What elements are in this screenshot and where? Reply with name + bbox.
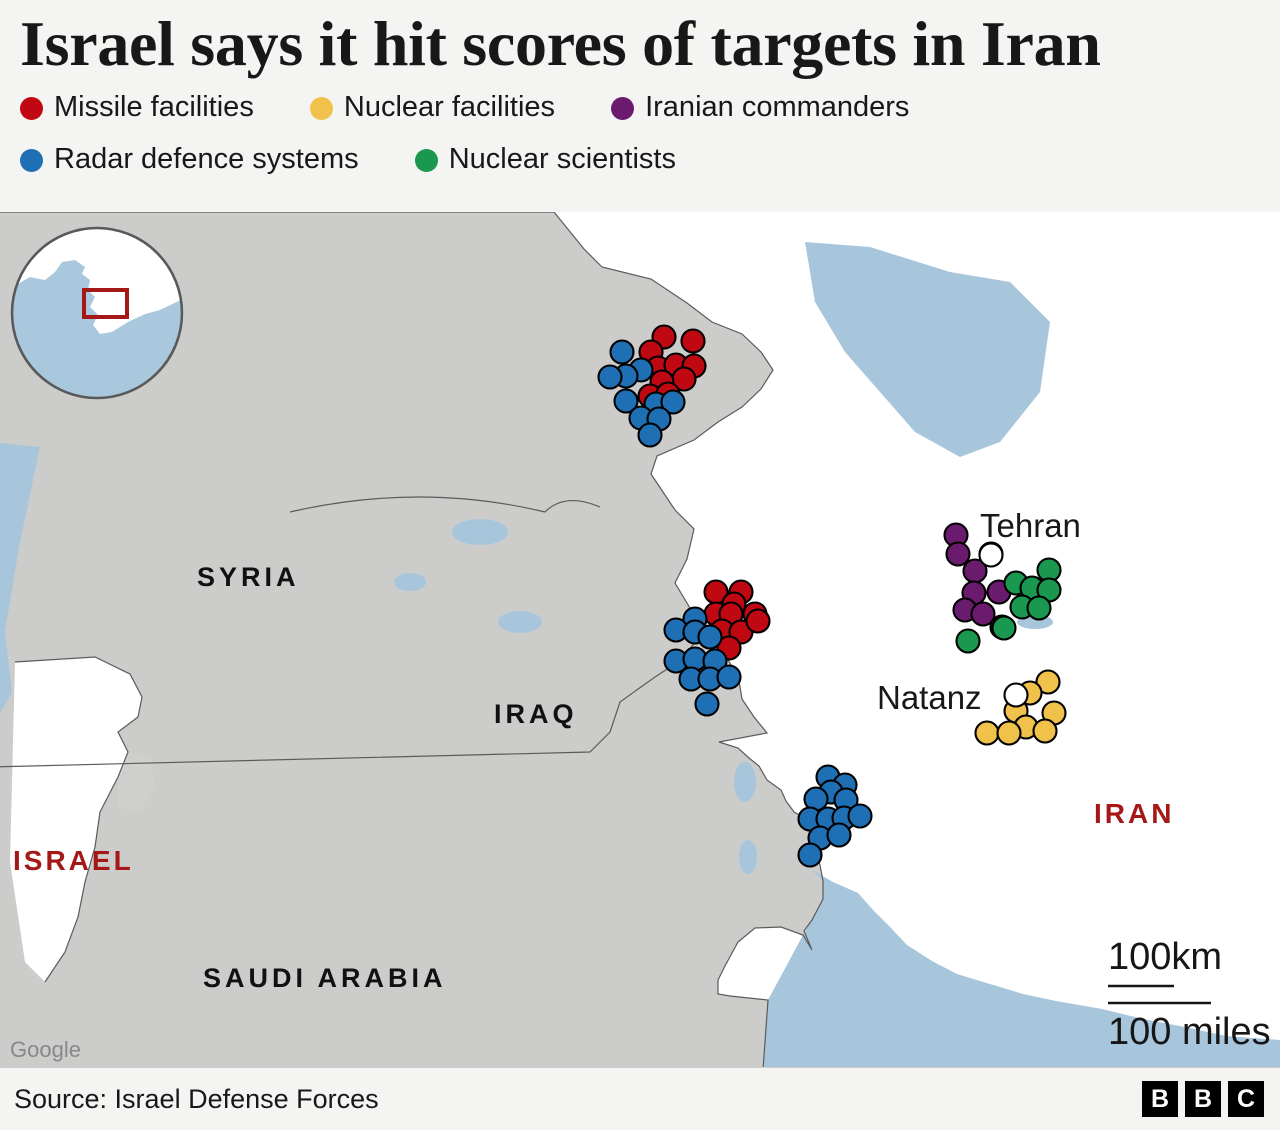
- svg-text:ISRAEL: ISRAEL: [13, 845, 134, 876]
- svg-text:SAUDI ARABIA: SAUDI ARABIA: [203, 963, 447, 993]
- svg-text:IRAQ: IRAQ: [494, 699, 578, 729]
- svg-text:Tehran: Tehran: [980, 507, 1081, 544]
- svg-text:100km: 100km: [1108, 936, 1222, 978]
- svg-text:Google: Google: [10, 1037, 81, 1062]
- svg-text:IRAN: IRAN: [1094, 798, 1174, 829]
- svg-text:Natanz: Natanz: [877, 679, 982, 716]
- svg-text:SYRIA: SYRIA: [197, 562, 300, 592]
- svg-text:100 miles: 100 miles: [1108, 1011, 1271, 1053]
